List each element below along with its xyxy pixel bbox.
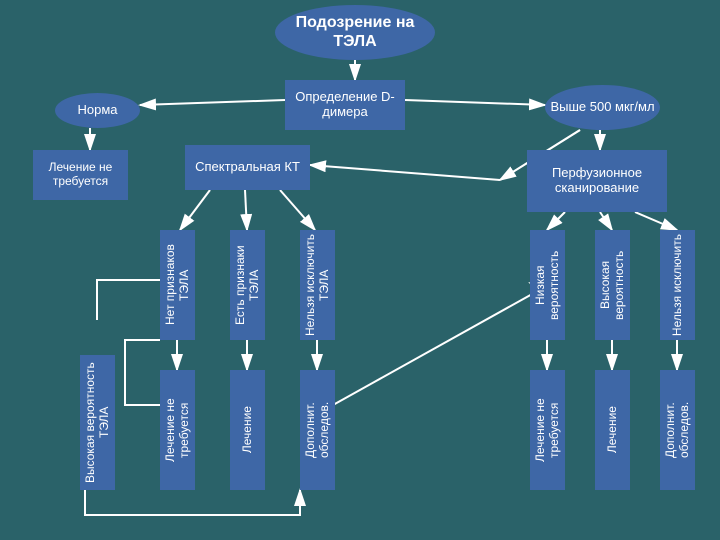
node-label: Дополнит. обследов. — [304, 373, 332, 487]
node-label: Высокая вероятность ТЭЛА — [84, 358, 112, 487]
node-label: Низкая вероятность — [534, 233, 562, 337]
node-label: Нельзя исключить — [671, 234, 685, 336]
node-n18: Лечение не требуется — [530, 370, 565, 490]
node-label: Высокая вероятность — [599, 233, 627, 337]
node-n7: Перфузионное сканирование — [527, 150, 667, 212]
node-n9: Есть признаки ТЭЛА — [230, 230, 265, 340]
node-label: Лечение — [241, 406, 255, 453]
node-n10: Нельзя исключить ТЭЛА — [300, 230, 335, 340]
node-n6: Спектральная КТ — [185, 145, 310, 190]
node-n13: Нельзя исключить — [660, 230, 695, 340]
node-n16: Лечение — [230, 370, 265, 490]
node-label: Лечение не требуется — [164, 373, 192, 487]
node-n12: Высокая вероятность — [595, 230, 630, 340]
node-n5: Лечение не требуется — [33, 150, 128, 200]
node-n2: Определение D-димера — [285, 80, 405, 130]
node-n11: Низкая вероятность — [530, 230, 565, 340]
node-n17: Дополнит. обследов. — [300, 370, 335, 490]
node-label: Нет признаков ТЭЛА — [164, 233, 192, 337]
node-n20: Дополнит. обследов. — [660, 370, 695, 490]
node-n14: Высокая вероятность ТЭЛА — [80, 355, 115, 490]
node-n19: Лечение — [595, 370, 630, 490]
node-n1: Подозрение на ТЭЛА — [275, 5, 435, 60]
node-n3: Норма — [55, 93, 140, 128]
node-n8: Нет признаков ТЭЛА — [160, 230, 195, 340]
node-label: Нельзя исключить ТЭЛА — [304, 233, 332, 337]
node-label: Дополнит. обследов. — [664, 373, 692, 487]
node-label: Есть признаки ТЭЛА — [234, 233, 262, 337]
node-n4: Выше 500 мкг/мл — [545, 85, 660, 130]
node-label: Лечение — [606, 406, 620, 453]
node-label: Лечение не требуется — [534, 373, 562, 487]
node-n15: Лечение не требуется — [160, 370, 195, 490]
